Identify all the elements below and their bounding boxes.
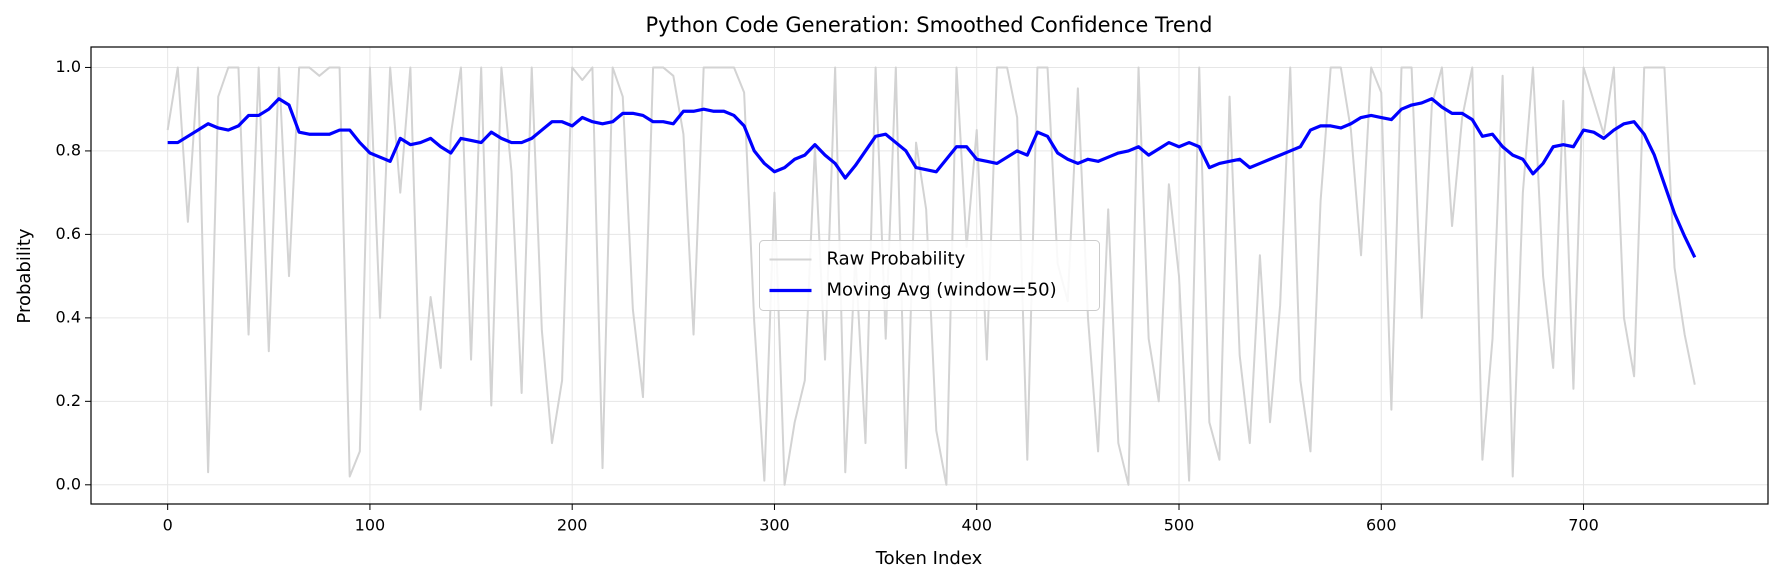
x-axis-label: Token Index (875, 548, 983, 569)
legend-label: Moving Avg (window=50) (827, 280, 1057, 301)
y-tick-label: 0.8 (56, 140, 81, 159)
y-axis-label: Probability (14, 228, 35, 323)
x-tick-label: 700 (1568, 516, 1599, 535)
plot-frame (90, 46, 1769, 505)
chart-title: Python Code Generation: Smoothed Confide… (646, 13, 1213, 37)
series-line (167, 97, 1697, 259)
y-tick-label: 0.0 (56, 474, 81, 493)
y-tick-label: 0.4 (56, 307, 81, 326)
series-line (166, 66, 1696, 486)
x-tick-label: 500 (1164, 516, 1195, 535)
x-tick-label: 300 (759, 516, 790, 535)
legend-box (759, 240, 1100, 311)
x-tick-label: 400 (961, 516, 992, 535)
x-tick-label: 100 (355, 516, 386, 535)
x-tick-label: 0 (163, 516, 173, 535)
y-tick-label: 0.2 (56, 391, 81, 410)
x-tick-label: 600 (1366, 516, 1397, 535)
x-tick-label: 200 (557, 516, 588, 535)
y-tick-label: 1.0 (56, 57, 81, 76)
legend: Raw Probability Moving Avg (window=50) (759, 240, 1100, 311)
y-tick-label: 0.6 (56, 224, 81, 243)
legend-label: Raw Probability (827, 249, 966, 270)
